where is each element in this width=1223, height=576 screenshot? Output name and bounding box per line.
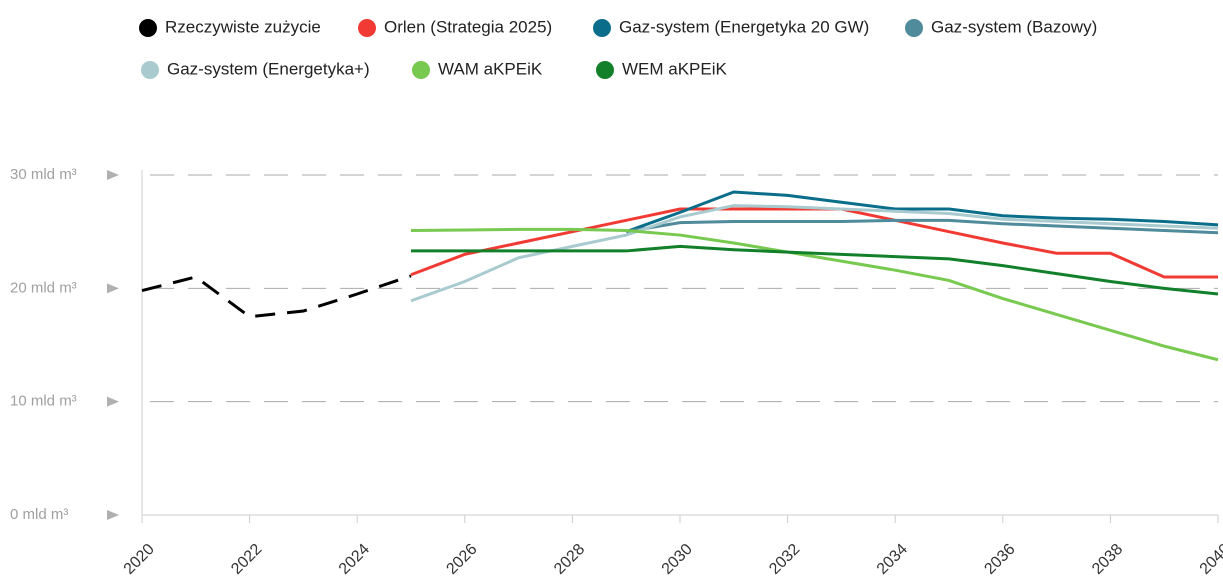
x-tick-label: 2040 <box>1197 541 1223 576</box>
x-tick-label: 2036 <box>981 541 1018 576</box>
y-tick-label: 0 mld m³ <box>10 506 68 523</box>
x-tick-label: 2026 <box>443 541 480 576</box>
legend-marker <box>358 19 376 37</box>
x-tick-label: 2020 <box>121 541 158 576</box>
series-line <box>625 218 1219 235</box>
x-tick-label: 2024 <box>336 541 373 576</box>
legend-marker <box>593 19 611 37</box>
y-tick-arrow <box>107 396 119 407</box>
x-tick-label: 2038 <box>1089 541 1126 576</box>
x-tick-label: 2022 <box>228 541 265 576</box>
x-tick-label: 2034 <box>874 541 911 576</box>
y-tick-label: 10 mld m³ <box>10 393 77 410</box>
x-tick-label: 2028 <box>551 541 588 576</box>
legend-label: WEM aKPEiK <box>622 59 728 78</box>
y-tick-arrow <box>107 283 119 294</box>
x-tick-label: 2030 <box>659 541 696 576</box>
y-tick-arrow <box>107 170 119 180</box>
legend-marker <box>596 61 614 79</box>
series-line <box>411 244 1219 296</box>
legend-marker <box>141 61 159 79</box>
x-tick-label: 2032 <box>766 541 803 576</box>
series-line <box>625 190 1219 234</box>
y-tick-label: 20 mld m³ <box>10 279 77 296</box>
legend-marker <box>139 19 157 37</box>
y-tick-arrow <box>107 510 119 520</box>
legend-marker <box>905 19 923 37</box>
series-line <box>141 274 412 319</box>
legend-label: WAM aKPEiK <box>438 59 543 78</box>
legend-label: Orlen (Strategia 2025) <box>384 17 552 36</box>
legend-label: Gaz-system (Energetyka 20 GW) <box>619 17 869 36</box>
legend-label: Gaz-system (Bazowy) <box>931 17 1097 36</box>
y-tick-label: 30 mld m³ <box>10 166 77 183</box>
series-line <box>410 227 1219 362</box>
legend-label: Rzeczywiste zużycie <box>165 17 321 36</box>
legend-marker <box>412 61 430 79</box>
legend-label: Gaz-system (Energetyka+) <box>167 59 370 78</box>
